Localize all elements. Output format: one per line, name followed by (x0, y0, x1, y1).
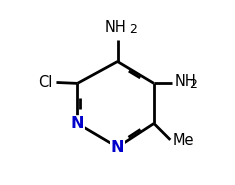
Text: 2: 2 (129, 23, 137, 36)
Text: Me: Me (172, 133, 194, 148)
Text: Cl: Cl (39, 75, 53, 90)
Text: N: N (111, 140, 124, 155)
Text: NH: NH (175, 74, 197, 89)
Text: N: N (71, 116, 84, 131)
Text: 2: 2 (189, 78, 197, 91)
Text: NH: NH (105, 20, 127, 35)
